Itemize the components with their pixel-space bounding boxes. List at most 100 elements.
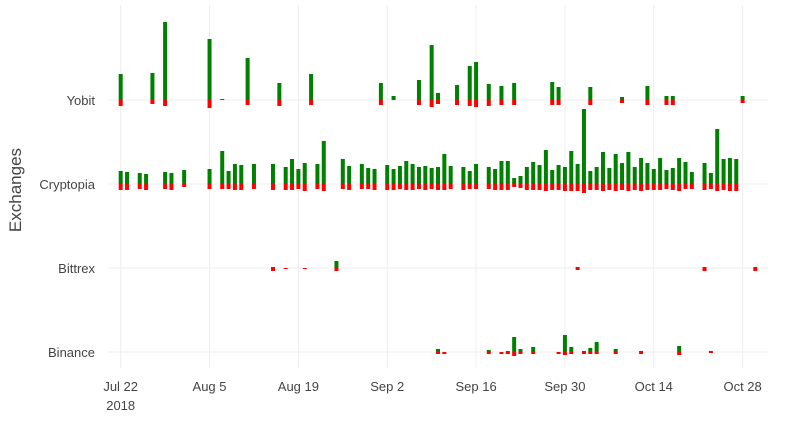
bar-down	[620, 100, 625, 103]
x-tick-label: Sep 2	[370, 379, 404, 394]
bar-up	[531, 347, 536, 352]
bar-down	[226, 184, 231, 189]
bar-down	[651, 184, 656, 190]
bar-down	[639, 352, 644, 354]
bar-down	[550, 100, 555, 105]
bar-up	[271, 267, 275, 268]
x-tick-label: Sep 30	[544, 379, 585, 394]
bar-up	[302, 163, 307, 184]
bar-up	[359, 164, 364, 184]
bar-up	[150, 73, 155, 100]
bar-up	[334, 261, 339, 268]
bar-up	[220, 151, 225, 184]
bar-down	[626, 184, 631, 191]
bar-up	[207, 169, 212, 184]
bar-up	[448, 166, 453, 184]
bar-down	[207, 184, 212, 189]
bar-down	[645, 100, 650, 105]
bar-down	[537, 184, 542, 190]
bar-up	[499, 161, 504, 184]
bar-down	[118, 184, 123, 190]
bar-down	[581, 352, 586, 354]
bar-up	[664, 96, 669, 100]
bar-down	[416, 184, 421, 189]
bar-up	[651, 169, 656, 184]
bar-down	[569, 352, 574, 354]
bar-down	[562, 184, 567, 191]
bar-down	[436, 184, 440, 190]
bar-down	[359, 184, 364, 189]
bar-up	[708, 351, 713, 352]
bar-up	[594, 167, 599, 184]
bar-up	[569, 347, 574, 352]
bar-down	[575, 184, 580, 191]
bar-down	[486, 352, 491, 354]
bar-down	[378, 100, 383, 105]
bar-down	[702, 184, 707, 190]
bar-down	[512, 352, 517, 356]
bar-down	[137, 184, 142, 189]
x-tick-labels: Jul 22 2018 Aug 5 Aug 19 Sep 2 Sep 16 Sep 30 Oc…	[103, 379, 761, 413]
bar-up	[290, 159, 295, 184]
x-tick-sublabel: 2018	[106, 398, 135, 413]
bar-up	[245, 58, 250, 100]
bar-down	[455, 100, 460, 105]
bar-marks	[118, 22, 758, 356]
bar-down	[391, 184, 396, 190]
bar-up	[626, 152, 631, 184]
bar-up	[391, 169, 396, 184]
bar-down	[601, 184, 605, 191]
bar-down	[581, 184, 586, 193]
bar-up	[493, 169, 498, 184]
bar-down	[677, 352, 682, 355]
bar-up	[677, 158, 682, 184]
bar-down	[404, 184, 409, 190]
y-axis-title: Exchanges	[6, 148, 25, 232]
bar-up	[594, 342, 599, 352]
bar-up	[613, 349, 618, 352]
bar-up	[562, 335, 567, 352]
bar-down	[588, 352, 593, 354]
bar-down	[531, 352, 536, 354]
bar-up	[721, 159, 726, 184]
bar-up	[632, 167, 637, 184]
bar-down	[620, 184, 625, 190]
bar-down	[670, 184, 675, 190]
bar-up	[467, 171, 472, 184]
bar-up	[416, 167, 421, 184]
bar-up	[683, 162, 688, 184]
bar-down	[283, 184, 288, 190]
bar-down	[442, 352, 447, 354]
bar-up	[239, 165, 244, 184]
bar-down	[474, 100, 479, 107]
bar-down	[340, 184, 345, 189]
bar-down	[645, 184, 650, 190]
y-tick-label: Bittrex	[58, 261, 95, 276]
bar-down	[499, 100, 504, 105]
bar-down	[677, 184, 682, 191]
bar-down	[315, 184, 320, 189]
bar-up	[429, 168, 434, 184]
bar-down	[734, 184, 739, 191]
bar-up	[727, 158, 732, 184]
bar-up	[588, 171, 593, 184]
bar-down	[448, 184, 453, 189]
bar-up	[740, 96, 745, 100]
bar-up	[232, 164, 237, 184]
bar-down	[321, 184, 326, 191]
bar-down	[639, 184, 644, 191]
bar-down	[474, 184, 479, 189]
bar-down	[169, 184, 174, 190]
bar-up	[512, 83, 517, 100]
bar-down	[493, 184, 498, 190]
bar-up	[581, 351, 586, 352]
bar-down	[613, 352, 618, 354]
y-tick-label: Binance	[48, 345, 95, 360]
bar-up	[645, 86, 650, 100]
bar-up	[404, 161, 409, 184]
bar-up	[455, 85, 460, 100]
bar-down	[245, 100, 250, 105]
bar-up	[182, 170, 187, 184]
bar-down	[309, 100, 314, 105]
